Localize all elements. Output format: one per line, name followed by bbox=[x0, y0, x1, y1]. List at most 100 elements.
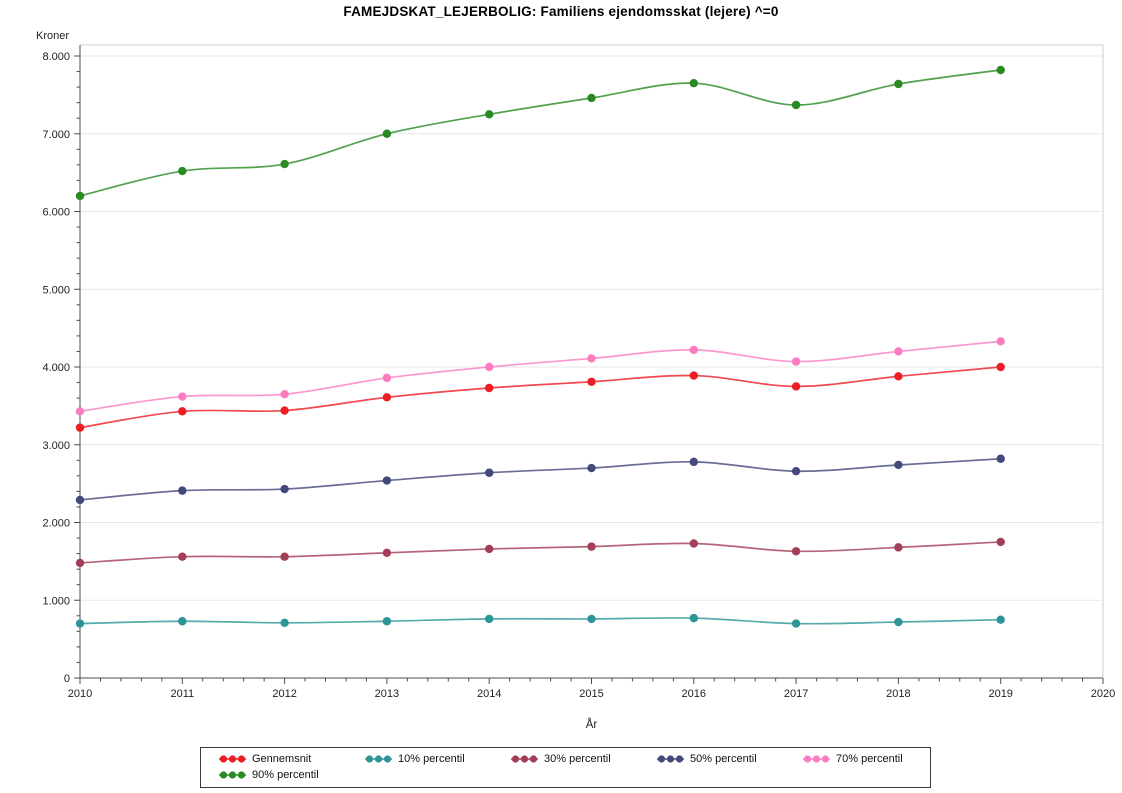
legend-item: 90% percentil bbox=[219, 769, 365, 781]
data-point-marker bbox=[280, 406, 289, 415]
data-point-marker bbox=[75, 423, 85, 432]
data-point-marker bbox=[382, 617, 392, 626]
series-line bbox=[79, 457, 1001, 501]
data-point-marker bbox=[280, 618, 289, 627]
data-point-marker bbox=[996, 337, 1005, 346]
svg-text:2016: 2016 bbox=[682, 688, 706, 700]
data-point-marker bbox=[791, 357, 801, 366]
legend-item: 50% percentil bbox=[657, 753, 803, 765]
data-point-marker bbox=[689, 539, 698, 548]
legend-row: 90% percentil bbox=[219, 767, 930, 783]
legend-row: Gennemsnit 10% percentil 30% percentil 50% … bbox=[219, 751, 930, 767]
legend-label: 50% percentil bbox=[690, 753, 757, 765]
svg-text:2012: 2012 bbox=[272, 688, 296, 700]
data-point-marker bbox=[689, 457, 698, 467]
svg-text:2017: 2017 bbox=[784, 688, 808, 700]
svg-text:8.000: 8.000 bbox=[42, 51, 70, 63]
data-point-marker bbox=[75, 619, 85, 628]
data-point-marker bbox=[178, 407, 187, 416]
svg-text:2011: 2011 bbox=[170, 688, 194, 700]
legend-label: 90% percentil bbox=[252, 769, 319, 781]
legend-label: Gennemsnit bbox=[252, 753, 312, 765]
series-line bbox=[79, 69, 1001, 197]
legend-label: 10% percentil bbox=[398, 753, 465, 765]
svg-text:5.000: 5.000 bbox=[42, 284, 70, 296]
data-point-marker bbox=[894, 460, 903, 470]
svg-text:2020: 2020 bbox=[1091, 688, 1115, 700]
data-point-marker bbox=[689, 371, 698, 380]
data-point-marker bbox=[280, 484, 289, 494]
legend-series-marker-icon bbox=[803, 755, 830, 763]
data-point-marker bbox=[178, 617, 187, 626]
svg-text:7.000: 7.000 bbox=[42, 129, 70, 141]
data-point-marker bbox=[178, 552, 187, 561]
data-point-marker bbox=[996, 615, 1005, 624]
series-line bbox=[79, 340, 1001, 413]
data-point-marker bbox=[996, 537, 1005, 547]
svg-text:2.000: 2.000 bbox=[42, 518, 70, 530]
svg-text:6.000: 6.000 bbox=[42, 207, 70, 219]
legend-series-marker-icon bbox=[365, 755, 392, 763]
svg-text:2010: 2010 bbox=[68, 688, 92, 700]
data-point-marker bbox=[894, 79, 903, 89]
data-point-marker bbox=[894, 372, 903, 381]
data-point-marker bbox=[996, 362, 1005, 372]
data-point-marker bbox=[485, 468, 494, 477]
data-point-marker bbox=[689, 345, 698, 355]
chart-title: FAMEJDSKAT_LEJERBOLIG: Familiens ejendom… bbox=[343, 4, 779, 19]
data-point-marker bbox=[587, 354, 596, 363]
data-point-marker bbox=[894, 543, 903, 552]
data-point-marker bbox=[75, 558, 85, 568]
data-point-marker bbox=[689, 79, 698, 88]
data-point-marker bbox=[280, 159, 289, 169]
legend-series-marker-icon bbox=[219, 755, 246, 763]
data-point-marker bbox=[791, 466, 801, 476]
data-point-marker bbox=[894, 347, 903, 356]
data-point-marker bbox=[894, 617, 903, 627]
svg-text:3.000: 3.000 bbox=[42, 440, 70, 452]
legend-item: 10% percentil bbox=[365, 753, 511, 765]
data-point-marker bbox=[689, 613, 698, 623]
data-point-marker bbox=[587, 377, 596, 386]
svg-text:4.000: 4.000 bbox=[42, 362, 70, 374]
legend-series-marker-icon bbox=[511, 755, 538, 763]
svg-text:1.000: 1.000 bbox=[42, 595, 70, 607]
data-point-marker bbox=[485, 614, 494, 624]
data-point-marker bbox=[75, 407, 85, 416]
data-point-marker bbox=[791, 382, 801, 391]
svg-text:0: 0 bbox=[64, 673, 70, 685]
data-point-marker bbox=[587, 463, 596, 473]
data-point-marker bbox=[587, 614, 596, 624]
data-point-marker bbox=[485, 362, 494, 372]
data-point-marker bbox=[485, 544, 494, 554]
data-point-marker bbox=[485, 383, 494, 393]
legend-label: 70% percentil bbox=[836, 753, 903, 765]
series-line bbox=[79, 366, 1001, 429]
data-point-marker bbox=[382, 373, 392, 383]
data-point-marker bbox=[382, 129, 392, 138]
svg-text:2013: 2013 bbox=[375, 688, 399, 700]
data-point-marker bbox=[382, 393, 392, 402]
legend-label: 30% percentil bbox=[544, 753, 611, 765]
data-point-marker bbox=[75, 495, 85, 505]
data-point-marker bbox=[996, 65, 1005, 75]
data-point-marker bbox=[587, 93, 596, 103]
legend-item: Gennemsnit bbox=[219, 753, 365, 765]
data-point-marker bbox=[791, 100, 801, 110]
svg-text:2018: 2018 bbox=[886, 688, 910, 700]
legend-series-marker-icon bbox=[657, 755, 684, 763]
data-point-marker bbox=[485, 110, 494, 119]
data-point-marker bbox=[791, 619, 801, 628]
legend-series-marker-icon bbox=[219, 771, 246, 779]
plot-area: 0 1.000 2.000 3.000 4.000 5.000 6.000 7.000 8.00… bbox=[42, 44, 1115, 700]
data-point-marker bbox=[996, 454, 1005, 463]
svg-text:2019: 2019 bbox=[988, 688, 1012, 700]
data-point-marker bbox=[280, 390, 289, 399]
svg-text:2015: 2015 bbox=[579, 688, 603, 700]
data-point-marker bbox=[382, 476, 392, 485]
data-point-marker bbox=[587, 542, 596, 551]
series-line bbox=[79, 617, 1001, 625]
series-line bbox=[79, 541, 1001, 564]
data-point-marker bbox=[178, 392, 187, 401]
